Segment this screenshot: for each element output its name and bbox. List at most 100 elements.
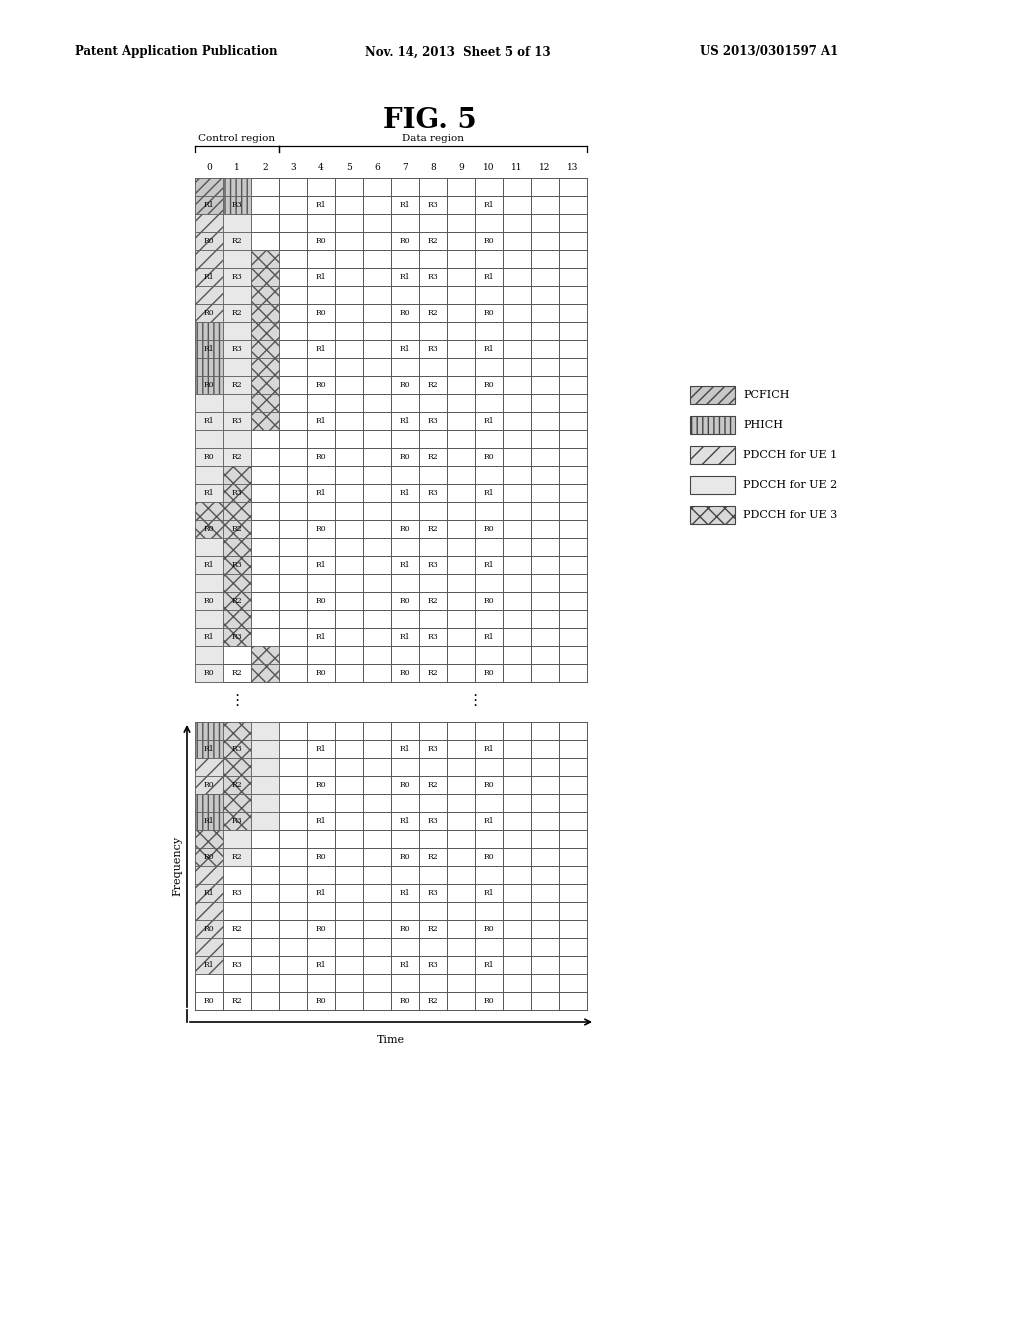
- Text: R0: R0: [315, 597, 327, 605]
- Text: 8: 8: [430, 164, 436, 173]
- Text: R2: R2: [231, 381, 243, 389]
- Bar: [195, 902, 223, 920]
- Text: R1: R1: [483, 201, 495, 209]
- Text: PDCCH for UE 1: PDCCH for UE 1: [743, 450, 838, 459]
- Bar: [223, 268, 251, 286]
- Text: R2: R2: [231, 925, 243, 933]
- Text: R0: R0: [399, 925, 411, 933]
- Text: R0: R0: [315, 381, 327, 389]
- Bar: [251, 322, 279, 341]
- Text: R2: R2: [428, 238, 438, 246]
- Text: 5: 5: [346, 164, 352, 173]
- Text: R1: R1: [315, 888, 327, 898]
- Text: R3: R3: [231, 345, 243, 352]
- Bar: [223, 286, 251, 304]
- Bar: [223, 447, 251, 466]
- Text: R0: R0: [483, 453, 495, 461]
- Text: PCFICH: PCFICH: [743, 389, 790, 400]
- Text: R2: R2: [231, 781, 243, 789]
- Text: R0: R0: [399, 381, 411, 389]
- Text: R2: R2: [428, 781, 438, 789]
- Text: R2: R2: [231, 309, 243, 317]
- Text: R0: R0: [204, 853, 214, 861]
- Text: R0: R0: [315, 309, 327, 317]
- Text: R3: R3: [428, 961, 438, 969]
- Text: R1: R1: [315, 417, 327, 425]
- Bar: [223, 830, 251, 847]
- Bar: [195, 758, 223, 776]
- Text: R1: R1: [315, 744, 327, 752]
- Bar: [195, 776, 223, 795]
- Text: R1: R1: [483, 417, 495, 425]
- Text: R2: R2: [428, 853, 438, 861]
- Text: 3: 3: [290, 164, 296, 173]
- Bar: [195, 722, 223, 741]
- Text: R1: R1: [204, 201, 214, 209]
- Text: R2: R2: [231, 453, 243, 461]
- Bar: [223, 484, 251, 502]
- Text: R0: R0: [399, 238, 411, 246]
- Text: R1: R1: [399, 488, 411, 498]
- Text: PHICH: PHICH: [743, 420, 783, 430]
- Bar: [223, 341, 251, 358]
- Bar: [195, 341, 223, 358]
- Bar: [223, 358, 251, 376]
- Text: R1: R1: [315, 201, 327, 209]
- Text: R1: R1: [315, 488, 327, 498]
- Text: R0: R0: [315, 238, 327, 246]
- Bar: [195, 520, 223, 539]
- Text: US 2013/0301597 A1: US 2013/0301597 A1: [700, 45, 839, 58]
- Text: R0: R0: [399, 669, 411, 677]
- Bar: [223, 847, 251, 866]
- Text: R0: R0: [204, 597, 214, 605]
- Text: R1: R1: [399, 417, 411, 425]
- Bar: [195, 539, 223, 556]
- Text: R2: R2: [428, 669, 438, 677]
- Text: R1: R1: [483, 634, 495, 642]
- Bar: [195, 502, 223, 520]
- Text: R0: R0: [204, 997, 214, 1005]
- Text: 2: 2: [262, 164, 268, 173]
- Bar: [223, 466, 251, 484]
- Text: R3: R3: [428, 273, 438, 281]
- Text: R1: R1: [315, 817, 327, 825]
- Text: R1: R1: [483, 817, 495, 825]
- Text: R0: R0: [399, 997, 411, 1005]
- Bar: [690, 446, 735, 465]
- Text: R3: R3: [231, 634, 243, 642]
- Text: R1: R1: [483, 345, 495, 352]
- Bar: [251, 645, 279, 664]
- Text: R2: R2: [231, 238, 243, 246]
- Bar: [690, 506, 735, 524]
- Text: 1: 1: [234, 164, 240, 173]
- Bar: [195, 812, 223, 830]
- Text: R1: R1: [399, 817, 411, 825]
- Text: R0: R0: [204, 669, 214, 677]
- Text: R0: R0: [204, 309, 214, 317]
- Text: R0: R0: [399, 453, 411, 461]
- Bar: [251, 741, 279, 758]
- Bar: [223, 178, 251, 195]
- Bar: [223, 591, 251, 610]
- Text: R0: R0: [483, 669, 495, 677]
- Text: R1: R1: [315, 273, 327, 281]
- Bar: [223, 502, 251, 520]
- Text: R3: R3: [231, 817, 243, 825]
- Bar: [223, 758, 251, 776]
- Text: R0: R0: [315, 997, 327, 1005]
- Bar: [195, 466, 223, 484]
- Text: Frequency: Frequency: [172, 836, 182, 896]
- Text: R0: R0: [483, 238, 495, 246]
- Text: R0: R0: [315, 669, 327, 677]
- Bar: [223, 574, 251, 591]
- Bar: [223, 795, 251, 812]
- Bar: [195, 430, 223, 447]
- Bar: [251, 286, 279, 304]
- Text: R3: R3: [428, 417, 438, 425]
- Text: R1: R1: [483, 961, 495, 969]
- Text: R0: R0: [399, 781, 411, 789]
- Text: 9: 9: [458, 164, 464, 173]
- Bar: [195, 249, 223, 268]
- Bar: [223, 322, 251, 341]
- Text: R0: R0: [483, 781, 495, 789]
